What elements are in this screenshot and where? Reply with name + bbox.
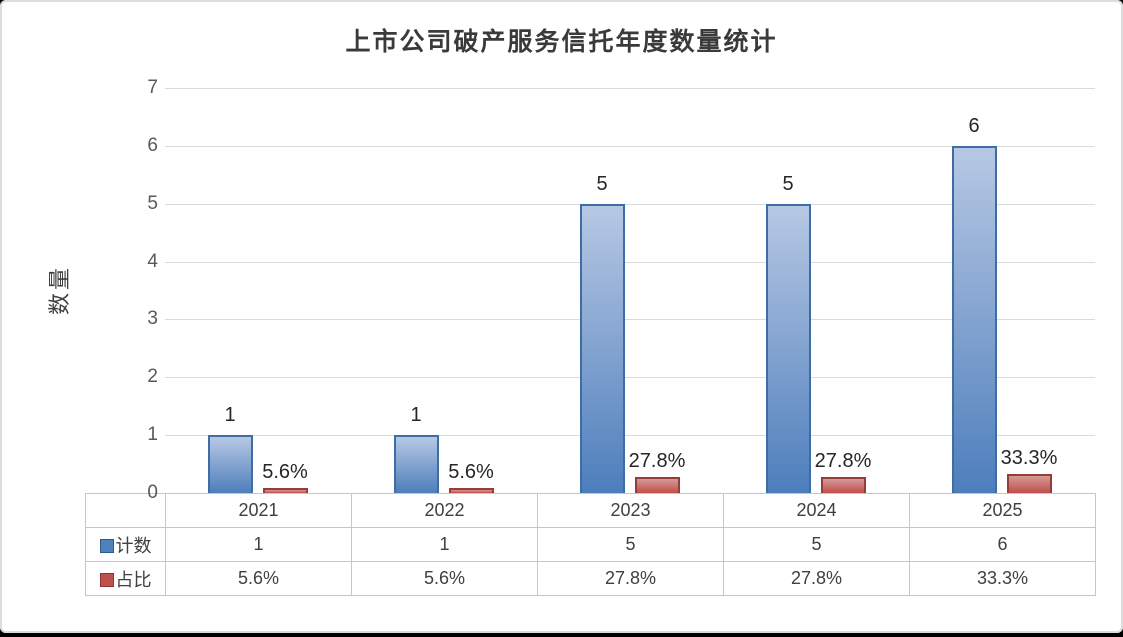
bar-ratio-2022 (448, 488, 494, 493)
data-label-ratio-2021: 5.6% (262, 461, 308, 483)
table-year-2025: 2025 (909, 493, 1096, 528)
table-cell-count-2025: 6 (909, 527, 1096, 562)
data-label-count-2021: 1 (224, 404, 236, 426)
gridline-y5 (165, 203, 1095, 205)
data-label-ratio-2025: 33.3% (1000, 447, 1058, 469)
y-tick-label-2: 2 (147, 366, 158, 388)
table-cell-count-2021: 1 (165, 527, 352, 562)
bar-ratio-2024 (820, 477, 866, 493)
table-cell-ratio-2021: 5.6% (165, 561, 352, 596)
data-label-ratio-2024: 27.8% (814, 450, 872, 472)
legend-label-count: 计数 (85, 527, 166, 562)
gridline-y7 (165, 88, 1095, 89)
bar-count-2024 (765, 204, 811, 493)
bar-ratio-2023 (634, 477, 680, 493)
table-cell-ratio-2023: 27.8% (537, 561, 724, 596)
table-cell-ratio-2024: 27.8% (723, 561, 910, 596)
bar-ratio-2025 (1006, 474, 1052, 493)
table-cell-ratio-2025: 33.3% (909, 561, 1096, 596)
y-tick-label-1: 1 (147, 424, 158, 446)
legend-swatch-count (99, 538, 114, 553)
data-label-count-2024: 5 (782, 173, 794, 195)
legend-text-count: 计数 (115, 535, 152, 556)
y-tick-label-7: 7 (147, 77, 158, 98)
table-row-ratio: 占比 5.6% 5.6% 27.8% 27.8% 33.3% (85, 561, 1096, 596)
legend-swatch-ratio (99, 572, 114, 587)
table-header-row: 2021 2022 2023 2024 2025 (85, 493, 1096, 528)
gridline-y3 (165, 319, 1095, 321)
data-label-ratio-2023: 27.8% (628, 450, 686, 472)
table-cell-count-2024: 5 (723, 527, 910, 562)
data-table: 2021 2022 2023 2024 2025 计数 1 1 5 5 6 占比 5.6% 5.6% 27.… (85, 493, 1096, 596)
gridline-y4 (165, 261, 1095, 263)
table-year-2021: 2021 (165, 493, 352, 528)
bar-ratio-2021 (262, 488, 308, 493)
y-tick-label-3: 3 (147, 308, 158, 330)
bar-count-2022 (393, 435, 439, 493)
data-label-count-2023: 5 (596, 173, 608, 195)
table-cell-count-2022: 1 (351, 527, 538, 562)
data-label-ratio-2022: 5.6% (448, 461, 494, 483)
legend-text-ratio: 占比 (115, 569, 152, 590)
legend-label-ratio: 占比 (85, 561, 166, 596)
gridline-y2 (165, 377, 1095, 379)
chart-title: 上市公司破产服务信托年度数量统计 (345, 28, 778, 56)
y-axis-title: 数量 (47, 264, 72, 316)
table-year-2023: 2023 (537, 493, 724, 528)
data-label-count-2022: 1 (410, 404, 422, 426)
bar-count-2021 (207, 435, 253, 493)
table-cell-count-2023: 5 (537, 527, 724, 562)
y-tick-label-4: 4 (147, 250, 158, 272)
y-tick-label-6: 6 (147, 134, 158, 156)
table-year-2022: 2022 (351, 493, 538, 528)
data-label-count-2025: 6 (968, 115, 980, 137)
bar-count-2025 (951, 146, 997, 493)
table-row-count: 计数 1 1 5 5 6 (85, 527, 1096, 562)
table-cell-ratio-2022: 5.6% (351, 561, 538, 596)
gridline-y6 (165, 145, 1095, 147)
bar-count-2023 (579, 204, 625, 493)
y-tick-label-0: 0 (147, 482, 158, 503)
plot-area: 1 5.6% 1 5.6% 5 27.8% 5 27.8% 6 33.3% (165, 88, 1095, 493)
y-tick-label-5: 5 (147, 192, 158, 214)
table-year-2024: 2024 (723, 493, 910, 528)
gridline-y1 (165, 435, 1095, 437)
